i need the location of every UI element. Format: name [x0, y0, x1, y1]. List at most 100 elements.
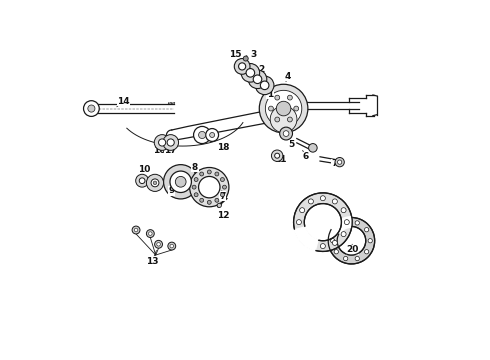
Circle shape: [331, 239, 335, 243]
Circle shape: [194, 193, 198, 197]
Circle shape: [308, 199, 314, 204]
Circle shape: [151, 179, 159, 187]
Circle shape: [343, 221, 348, 225]
Circle shape: [175, 176, 186, 187]
Text: 7: 7: [220, 192, 226, 201]
Text: 20: 20: [346, 245, 358, 254]
Circle shape: [355, 221, 359, 225]
Circle shape: [246, 68, 255, 77]
Circle shape: [259, 84, 308, 133]
Circle shape: [134, 228, 138, 232]
Circle shape: [335, 157, 344, 167]
Circle shape: [210, 132, 215, 138]
Circle shape: [239, 63, 245, 70]
Circle shape: [308, 240, 314, 246]
Circle shape: [170, 171, 192, 193]
Circle shape: [337, 226, 366, 255]
Text: 15: 15: [229, 50, 241, 59]
Circle shape: [147, 230, 154, 238]
Circle shape: [159, 139, 166, 146]
Text: 8: 8: [192, 163, 198, 172]
Circle shape: [139, 178, 145, 184]
Circle shape: [241, 64, 260, 82]
Circle shape: [332, 240, 337, 246]
Circle shape: [163, 135, 178, 150]
Text: 12: 12: [217, 211, 229, 220]
Text: 11: 11: [274, 155, 286, 164]
Circle shape: [294, 193, 352, 251]
Circle shape: [355, 256, 359, 261]
Circle shape: [344, 220, 349, 225]
Text: 2: 2: [258, 65, 264, 74]
Circle shape: [332, 199, 337, 204]
Circle shape: [200, 198, 204, 202]
Circle shape: [248, 70, 267, 89]
Circle shape: [368, 239, 372, 243]
Circle shape: [215, 172, 219, 176]
Circle shape: [194, 126, 211, 144]
Circle shape: [88, 105, 95, 112]
Circle shape: [168, 242, 176, 250]
Circle shape: [276, 101, 291, 116]
Circle shape: [288, 117, 293, 122]
Circle shape: [153, 181, 157, 185]
Circle shape: [167, 139, 174, 146]
Circle shape: [296, 220, 301, 225]
Text: 17: 17: [164, 146, 177, 155]
Circle shape: [148, 232, 152, 235]
Circle shape: [198, 176, 220, 198]
Circle shape: [192, 185, 196, 189]
Circle shape: [234, 59, 250, 74]
Circle shape: [83, 101, 99, 116]
Circle shape: [132, 226, 140, 234]
Circle shape: [300, 231, 305, 237]
Circle shape: [341, 231, 346, 237]
Circle shape: [309, 144, 317, 152]
Circle shape: [255, 76, 274, 95]
Wedge shape: [294, 227, 318, 251]
Wedge shape: [331, 217, 351, 234]
Circle shape: [136, 174, 148, 187]
Circle shape: [300, 208, 305, 213]
Text: 1: 1: [267, 90, 273, 99]
Circle shape: [334, 228, 339, 232]
Circle shape: [220, 177, 224, 181]
Text: 10: 10: [138, 165, 150, 174]
Text: 19: 19: [310, 227, 323, 236]
Circle shape: [270, 106, 297, 132]
Circle shape: [200, 172, 204, 176]
Circle shape: [288, 95, 293, 100]
Circle shape: [215, 198, 219, 202]
Circle shape: [320, 196, 325, 201]
Circle shape: [260, 81, 269, 90]
Circle shape: [275, 117, 280, 122]
Circle shape: [343, 256, 348, 261]
Circle shape: [275, 95, 280, 100]
Circle shape: [334, 249, 339, 254]
Text: 14: 14: [117, 97, 130, 106]
Circle shape: [194, 177, 198, 181]
Circle shape: [207, 170, 211, 174]
Text: 13: 13: [146, 257, 158, 266]
Circle shape: [155, 240, 163, 248]
Text: 18: 18: [218, 143, 230, 152]
Circle shape: [283, 131, 289, 136]
Circle shape: [338, 160, 342, 164]
Circle shape: [269, 106, 273, 111]
Circle shape: [206, 129, 219, 141]
Circle shape: [275, 153, 280, 158]
Circle shape: [207, 201, 211, 204]
Circle shape: [157, 243, 160, 246]
Circle shape: [220, 193, 224, 197]
Circle shape: [170, 244, 173, 248]
Circle shape: [266, 90, 302, 127]
Text: 6: 6: [303, 152, 309, 161]
Circle shape: [147, 174, 164, 192]
Circle shape: [222, 185, 226, 189]
Circle shape: [320, 244, 325, 249]
Circle shape: [164, 165, 198, 199]
Circle shape: [154, 135, 170, 150]
Text: 7: 7: [331, 159, 338, 168]
Circle shape: [304, 203, 342, 241]
Circle shape: [341, 208, 346, 213]
